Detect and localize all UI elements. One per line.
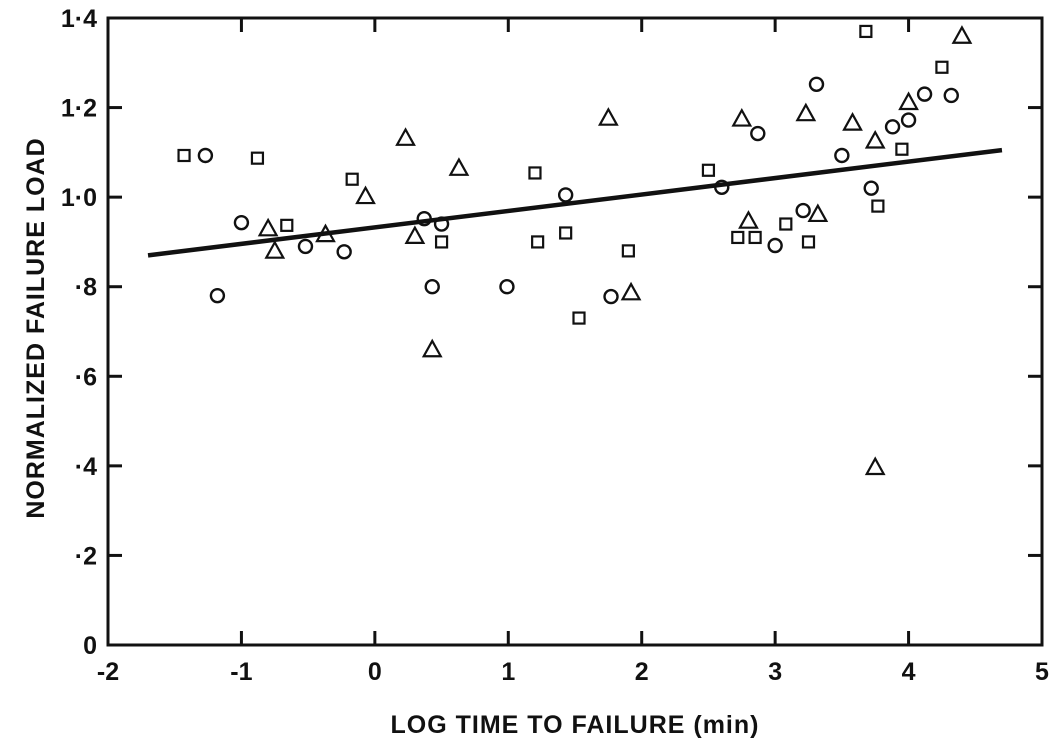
square-point <box>859 24 873 39</box>
triangle-point <box>864 129 886 149</box>
triangle-point <box>731 108 753 127</box>
triangle-point <box>807 203 829 223</box>
x-axis-label: LOG TIME TO FAILURE (min) <box>391 711 760 739</box>
circle-point <box>714 179 730 195</box>
circle-point <box>943 87 959 104</box>
trend-line <box>147 147 1003 258</box>
square-point <box>871 199 885 213</box>
y-tick-label: ·8 <box>75 274 97 302</box>
square-point <box>748 230 762 245</box>
y-tick-label: 1·0 <box>61 184 97 212</box>
y-tick-label: ·2 <box>75 542 97 570</box>
triangle-point <box>395 127 416 146</box>
triangle-point <box>421 338 443 358</box>
x-tick-label: 5 <box>1035 658 1049 686</box>
circle-point <box>808 76 825 92</box>
x-tick-label: -1 <box>230 658 252 686</box>
square-point <box>531 235 545 249</box>
circle-point <box>197 147 214 164</box>
triangle-point <box>951 25 973 44</box>
triangle-point <box>795 102 817 122</box>
y-tick-label: 0 <box>83 632 97 660</box>
square-point <box>177 148 191 163</box>
square-point <box>779 217 793 231</box>
triangle-point <box>898 91 919 111</box>
circle-point <box>863 180 879 196</box>
plot-border <box>106 16 1044 647</box>
x-tick-label: 1 <box>501 658 515 686</box>
x-tick-label: 3 <box>768 658 782 686</box>
circle-point <box>336 244 352 260</box>
circle-point <box>884 119 901 135</box>
plot-frame <box>106 16 1044 647</box>
square-point <box>345 172 359 186</box>
triangle-point <box>620 281 642 301</box>
y-axis-label: NORMALIZED FAILURE LOAD <box>22 137 50 518</box>
square-point <box>559 226 573 240</box>
square-point <box>280 218 294 232</box>
square-point <box>731 230 745 245</box>
square-point <box>621 244 635 258</box>
x-tick-label: 4 <box>902 658 916 686</box>
y-tick-label: ·4 <box>75 453 97 481</box>
circle-point <box>416 210 432 227</box>
circle-point <box>916 86 933 102</box>
triangle-point <box>864 456 886 476</box>
square-point <box>701 163 716 177</box>
circle-point <box>233 214 250 231</box>
x-tick-label: 0 <box>368 658 382 686</box>
circle-point <box>603 288 619 305</box>
circle-point <box>900 112 917 128</box>
circle-point <box>557 187 574 203</box>
y-axis-ticks: 0 ·2 ·4 ·6 ·8 1·0 1·2 1·4 <box>61 5 1042 660</box>
square-point <box>250 151 265 165</box>
triangle-point <box>315 223 336 243</box>
triangle-point <box>448 157 470 176</box>
x-tick-label: -2 <box>97 658 119 686</box>
square-point <box>434 235 449 249</box>
circle-point <box>297 238 314 255</box>
square-point <box>801 235 816 249</box>
circle-point <box>750 125 766 142</box>
square-point <box>935 60 949 74</box>
triangle-point <box>597 107 619 126</box>
square-point <box>572 311 586 325</box>
y-tick-label: 1·4 <box>61 5 97 33</box>
square-point <box>528 166 542 180</box>
triangle-point <box>257 217 279 237</box>
triangle-point <box>355 185 376 205</box>
circle-point <box>767 237 783 254</box>
circle-point <box>209 287 226 304</box>
circle-point <box>499 279 515 295</box>
data-points-layer <box>177 24 973 476</box>
triangle-point <box>738 210 759 229</box>
trend-line-layer <box>147 147 1003 258</box>
square-point <box>895 142 909 156</box>
triangle-point <box>404 225 426 245</box>
x-tick-label: 2 <box>635 658 649 686</box>
y-tick-label: ·6 <box>75 363 97 391</box>
circle-point <box>834 147 850 164</box>
x-axis-ticks: -2 -1 0 1 2 3 4 5 <box>97 18 1049 686</box>
circle-point <box>424 279 440 295</box>
circle-point <box>795 202 811 219</box>
triangle-point <box>264 240 286 259</box>
circle-point <box>433 216 450 232</box>
y-tick-label: 1·2 <box>61 95 97 123</box>
triangle-point <box>842 112 863 131</box>
